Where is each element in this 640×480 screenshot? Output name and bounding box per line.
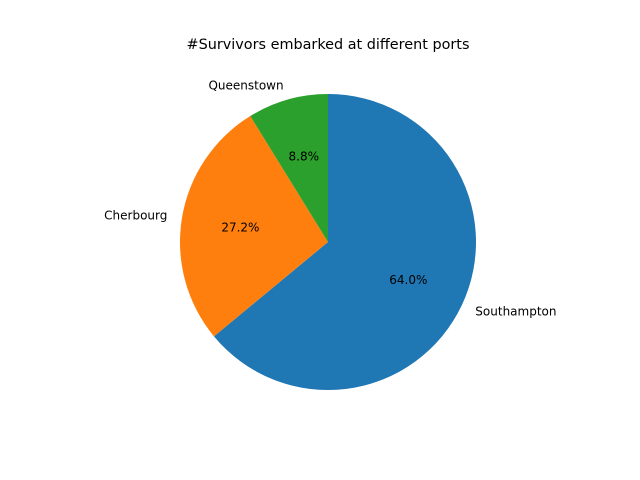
pie-labels: Southampton 64.0% Cherbourg 27.2% Queenstown… (104, 78, 556, 318)
slice-label-cherbourg: Cherbourg (104, 209, 167, 223)
slice-percent-southampton: 64.0% (389, 273, 427, 287)
slice-label-queenstown: Queenstown (208, 78, 283, 92)
pie-slices (179, 94, 476, 390)
pie-slice-cherbourg (179, 116, 328, 337)
slice-label-southampton: Southampton (475, 304, 556, 318)
pie-slice-southampton (213, 94, 476, 390)
slice-percent-cherbourg: 27.2% (221, 221, 259, 235)
pie-slice-queenstown (250, 94, 328, 242)
chart-title: #Survivors embarked at different ports (187, 37, 470, 53)
slice-percent-queenstown: 8.8% (289, 150, 320, 164)
